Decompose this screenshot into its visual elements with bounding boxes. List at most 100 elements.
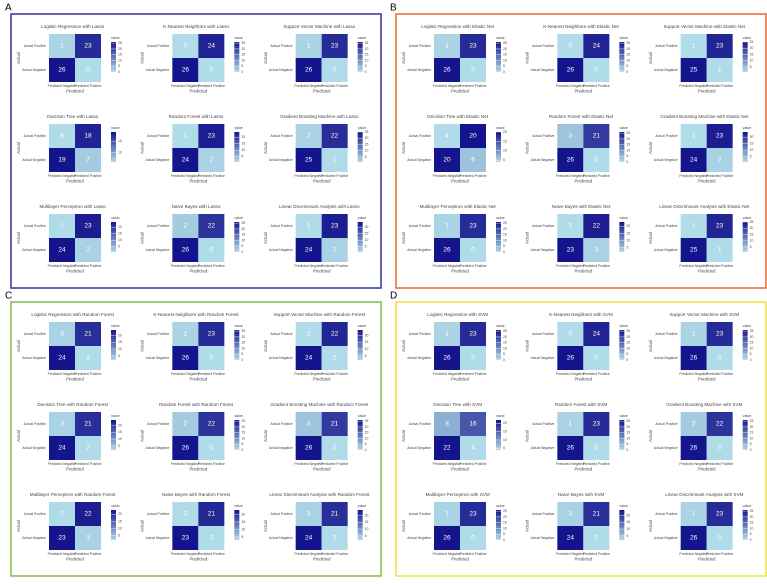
colorbar-tick-label: 10	[241, 148, 245, 152]
cell-label: 23	[716, 43, 724, 50]
colorbar-tick-label: 20	[503, 515, 507, 519]
cell-label: 1	[692, 43, 696, 50]
cell-label: 26	[305, 67, 313, 74]
colorbar-tick-label: 20	[503, 47, 507, 51]
colorbar-tick-label: 25	[365, 41, 369, 45]
heatmap-cell	[706, 526, 733, 550]
colorbar	[496, 222, 501, 252]
cell-label: 3	[595, 247, 599, 254]
colorbar-tick-label: 15	[241, 233, 245, 237]
heatmap-cell	[321, 412, 348, 436]
legend-title: value	[619, 324, 628, 328]
y-tick-label: Actual Positive	[655, 422, 677, 426]
heatmap-cell	[434, 346, 460, 370]
colorbar-tick-label: 0	[503, 538, 505, 542]
legend-title: value	[358, 504, 367, 508]
colorbar	[742, 330, 748, 360]
cell-label: 24	[58, 247, 66, 254]
x-axis-label: Predicted	[451, 89, 469, 94]
x-axis-label: Predicted	[574, 467, 592, 472]
heatmap-cell	[434, 322, 460, 346]
x-tick-label: Predicted Negative	[433, 552, 462, 556]
heatmap-cell	[460, 238, 486, 262]
colorbar-tick-label: 20	[750, 46, 754, 50]
chart-title: Multilayer Perceptron with SVM	[426, 492, 490, 497]
cell-label: 2	[333, 535, 337, 542]
legend-title: value	[234, 504, 243, 508]
cell-label: 21	[593, 133, 601, 140]
colorbar-tick-label: 15	[750, 52, 754, 56]
x-tick-label: Predicted Negative	[294, 174, 323, 178]
y-axis-label: Actual	[524, 232, 529, 244]
colorbar-tick-label: 0	[626, 358, 628, 362]
cell-label: 0	[718, 535, 722, 542]
cell-label: 26	[443, 535, 451, 542]
y-tick-label: Actual Negative	[531, 536, 555, 540]
x-tick-label: Predicted Positive	[459, 84, 486, 88]
heatmap-cell	[49, 238, 75, 262]
colorbar	[742, 420, 748, 450]
x-tick-label: Predicted Negative	[433, 84, 462, 88]
heatmap-cell	[172, 526, 199, 550]
x-tick-label: Predicted Negative	[679, 264, 708, 268]
colorbar-tick-label: 15	[241, 520, 245, 524]
y-tick-label: Actual Negative	[407, 446, 431, 450]
y-axis-label: Actual	[139, 52, 144, 64]
y-tick-label: Actual Negative	[146, 536, 170, 540]
colorbar-tick-label: 20	[241, 47, 245, 51]
cell-label: 8	[445, 421, 449, 428]
colorbar	[234, 420, 240, 450]
cell-label: 26	[443, 67, 451, 74]
cell-label: 2	[184, 223, 188, 230]
colorbar-tick-label: 25	[626, 131, 630, 135]
heatmap-cell	[49, 322, 75, 346]
chart-title: K-Nearest Neighbors with SVM	[549, 312, 613, 317]
x-axis-label: Predicted	[66, 179, 84, 184]
colorbar	[111, 132, 116, 162]
heatmap-cell	[75, 238, 101, 262]
x-tick-label: Predicted Negative	[171, 462, 200, 466]
y-tick-label: Actual Positive	[147, 134, 169, 138]
heatmap-cell	[198, 124, 225, 148]
heatmap-cell	[172, 214, 199, 238]
colorbar-tick-label: 5	[503, 352, 505, 356]
x-axis-label: Predicted	[574, 557, 592, 562]
heatmap-cell	[75, 346, 101, 370]
x-tick-label: Predicted Positive	[583, 174, 610, 178]
x-tick-label: Predicted Positive	[198, 174, 225, 178]
x-tick-label: Predicted Positive	[706, 372, 733, 376]
colorbar-tick-label: 5	[626, 246, 628, 250]
colorbar-tick-label: 20	[241, 512, 245, 516]
heatmap-cell	[583, 412, 610, 436]
cell-label: 0	[333, 445, 337, 452]
x-tick-label: Predicted Negative	[48, 462, 77, 466]
heatmap-cell	[460, 346, 486, 370]
heatmap-cell	[680, 502, 707, 526]
colorbar-tick-label: 5	[626, 352, 628, 356]
colorbar-tick-label: 0	[626, 448, 628, 452]
cell-label: 24	[305, 355, 313, 362]
y-tick-label: Actual Positive	[409, 44, 431, 48]
x-tick-label: Predicted Negative	[556, 264, 585, 268]
legend-title: value	[743, 414, 752, 418]
colorbar-tick-label: 15	[626, 431, 630, 435]
chart-title: Gradient Boosting Machine with Random Fo…	[270, 402, 369, 407]
heatmap-cell	[460, 148, 486, 172]
colorbar-tick-label: 15	[750, 341, 754, 345]
heatmap-cell	[295, 58, 322, 82]
colorbar-tick-label: 20	[365, 513, 369, 517]
y-tick-label: Actual Positive	[270, 224, 292, 228]
cell-label: 1	[307, 223, 311, 230]
cell-label: 23	[716, 331, 724, 338]
chart-title: Naive Bayes with Elastic Net	[552, 204, 611, 209]
panel-border	[10, 13, 382, 289]
y-axis-label: Actual	[648, 142, 653, 154]
cell-label: 24	[305, 535, 313, 542]
y-axis-label: Actual	[139, 232, 144, 244]
colorbar-tick-label: 10	[365, 58, 369, 62]
chart-title: Support Vector Machine with Elastic Net	[663, 24, 745, 29]
colorbar-tick-label: 5	[750, 245, 752, 249]
cell-label: 3	[60, 421, 64, 428]
heatmap-cell	[706, 436, 733, 460]
